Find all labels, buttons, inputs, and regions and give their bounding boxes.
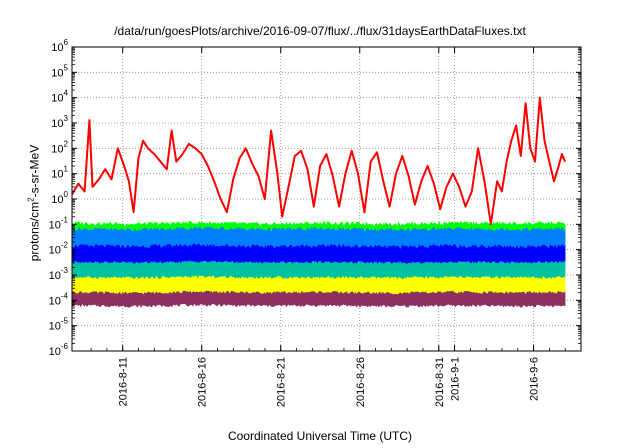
y-tick-label: 104: [51, 89, 68, 105]
y-tick-base: 10: [49, 295, 61, 307]
y-tick-exponent: 2: [64, 139, 69, 148]
y-tick-label: 10-4: [49, 291, 69, 307]
x-tick-label: 2016-9-1: [450, 357, 462, 401]
x-tick-label: 2016-8-11: [118, 357, 130, 406]
x-tick-labels: 2016-8-11 2016-8-16 2016-8-21 2016-8-26 2016…: [118, 357, 541, 407]
x-tick-label: 2016-8-26: [355, 357, 367, 407]
y-tick-exponent: -2: [61, 241, 69, 250]
y-axis-label-pre: protons/cm: [27, 201, 42, 262]
chart-title: /data/run/goesPlots/archive/2016-09-07/f…: [114, 24, 526, 38]
y-tick-label: 10-6: [49, 342, 69, 358]
y-tick-base: 10: [51, 169, 63, 181]
y-axis-label: protons/cm2-s-sr-MeV: [27, 145, 42, 261]
y-tick-label: 100: [51, 190, 68, 206]
axis-ticks: [72, 46, 582, 352]
y-tick-label: 10-3: [49, 266, 69, 282]
y-tick-base: 10: [49, 270, 61, 282]
y-tick-exponent: -6: [61, 342, 69, 351]
y-tick-label: 106: [51, 38, 68, 54]
y-axis-label-post: -s-sr-MeV: [27, 144, 42, 198]
x-tick-label: 2016-8-21: [276, 357, 288, 407]
y-tick-base: 10: [51, 194, 63, 206]
y-tick-label: 103: [51, 114, 68, 130]
y-tick-labels: 10610510410310210110010-110-210-310-410-…: [49, 38, 69, 358]
y-tick-exponent: 5: [64, 63, 69, 72]
y-tick-base: 10: [49, 321, 61, 333]
y-tick-base: 10: [49, 219, 61, 231]
series-line-6: [72, 96, 567, 226]
y-tick-exponent: -3: [61, 266, 69, 275]
y-tick-base: 10: [51, 67, 63, 79]
y-tick-label: 105: [51, 63, 68, 79]
y-tick-exponent: 1: [64, 165, 69, 174]
y-tick-exponent: 0: [64, 190, 69, 199]
y-tick-base: 10: [51, 118, 63, 130]
y-tick-exponent: -1: [61, 215, 69, 224]
y-tick-exponent: 4: [64, 89, 69, 98]
series-band-5: [72, 243, 566, 264]
x-tick-label: 2016-9-6: [529, 357, 541, 401]
x-tick-label: 2016-8-31: [434, 357, 446, 407]
y-tick-exponent: 3: [64, 114, 69, 123]
y-tick-base: 10: [49, 245, 61, 257]
y-tick-exponent: -4: [61, 291, 69, 300]
x-axis-label: Coordinated Universal Time (UTC): [227, 429, 413, 443]
y-tick-label: 10-2: [49, 241, 69, 257]
y-tick-base: 10: [51, 143, 63, 155]
y-axis-label-sup: 2: [26, 197, 36, 202]
y-tick-base: 10: [49, 346, 61, 358]
y-tick-label: 102: [51, 139, 68, 155]
y-tick-label: 10-1: [49, 215, 69, 231]
y-tick-base: 10: [51, 93, 63, 105]
y-tick-label: 101: [51, 165, 68, 181]
data-layer: [72, 96, 567, 308]
y-tick-exponent: -5: [61, 317, 69, 326]
x-tick-label: 2016-8-16: [197, 357, 209, 407]
y-tick-label: 10-5: [49, 317, 69, 333]
y-tick-exponent: 6: [64, 38, 69, 47]
y-tick-base: 10: [51, 42, 63, 54]
